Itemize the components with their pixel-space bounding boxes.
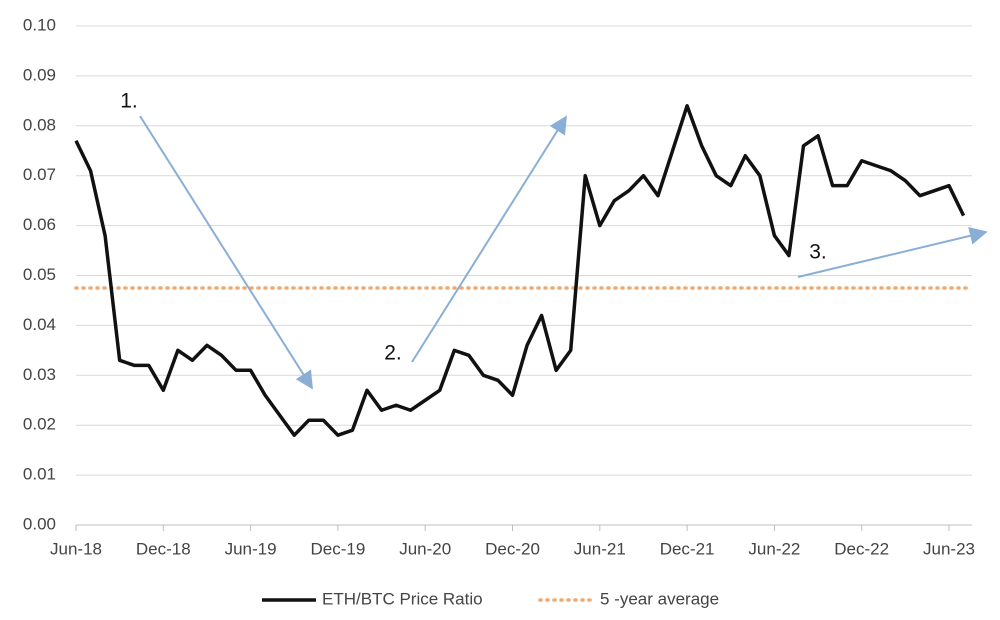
annotation-arrow — [411, 115, 567, 363]
y-tick-label: 0.05 — [23, 265, 56, 284]
x-tick-label: Jun-20 — [399, 539, 451, 558]
annotation-label: 2. — [384, 342, 402, 365]
x-tick-label: Jun-23 — [923, 539, 975, 558]
y-tick-label: 0.03 — [23, 365, 56, 384]
y-tick-label: 0.01 — [23, 465, 56, 484]
annotation-label: 1. — [120, 90, 138, 113]
y-tick-label: 0.02 — [23, 415, 56, 434]
y-tick-label: 0.06 — [23, 215, 56, 234]
x-tick-label: Dec-19 — [310, 539, 365, 558]
legend-label: 5 -year average — [600, 589, 719, 608]
x-tick-label: Dec-22 — [834, 539, 889, 558]
y-tick-label: 0.00 — [23, 514, 56, 533]
x-tick-label: Dec-20 — [485, 539, 540, 558]
x-tick-label: Jun-21 — [574, 539, 626, 558]
y-tick-label: 0.04 — [23, 315, 56, 334]
y-tick-label: 0.07 — [23, 165, 56, 184]
annotation-arrow — [797, 227, 988, 278]
x-tick-label: Jun-18 — [50, 539, 102, 558]
data-line — [74, 104, 966, 437]
y-tick-label: 0.08 — [23, 115, 56, 134]
legend-label: ETH/BTC Price Ratio — [322, 589, 483, 608]
x-tick-label: Dec-18 — [136, 539, 191, 558]
annotation-arrow — [139, 115, 313, 390]
x-tick-label: Jun-22 — [748, 539, 800, 558]
x-tick-label: Dec-21 — [660, 539, 715, 558]
x-tick-label: Jun-19 — [225, 539, 277, 558]
y-tick-label: 0.09 — [23, 65, 56, 84]
annotation-label: 3. — [809, 241, 827, 264]
y-tick-label: 0.10 — [23, 15, 56, 34]
